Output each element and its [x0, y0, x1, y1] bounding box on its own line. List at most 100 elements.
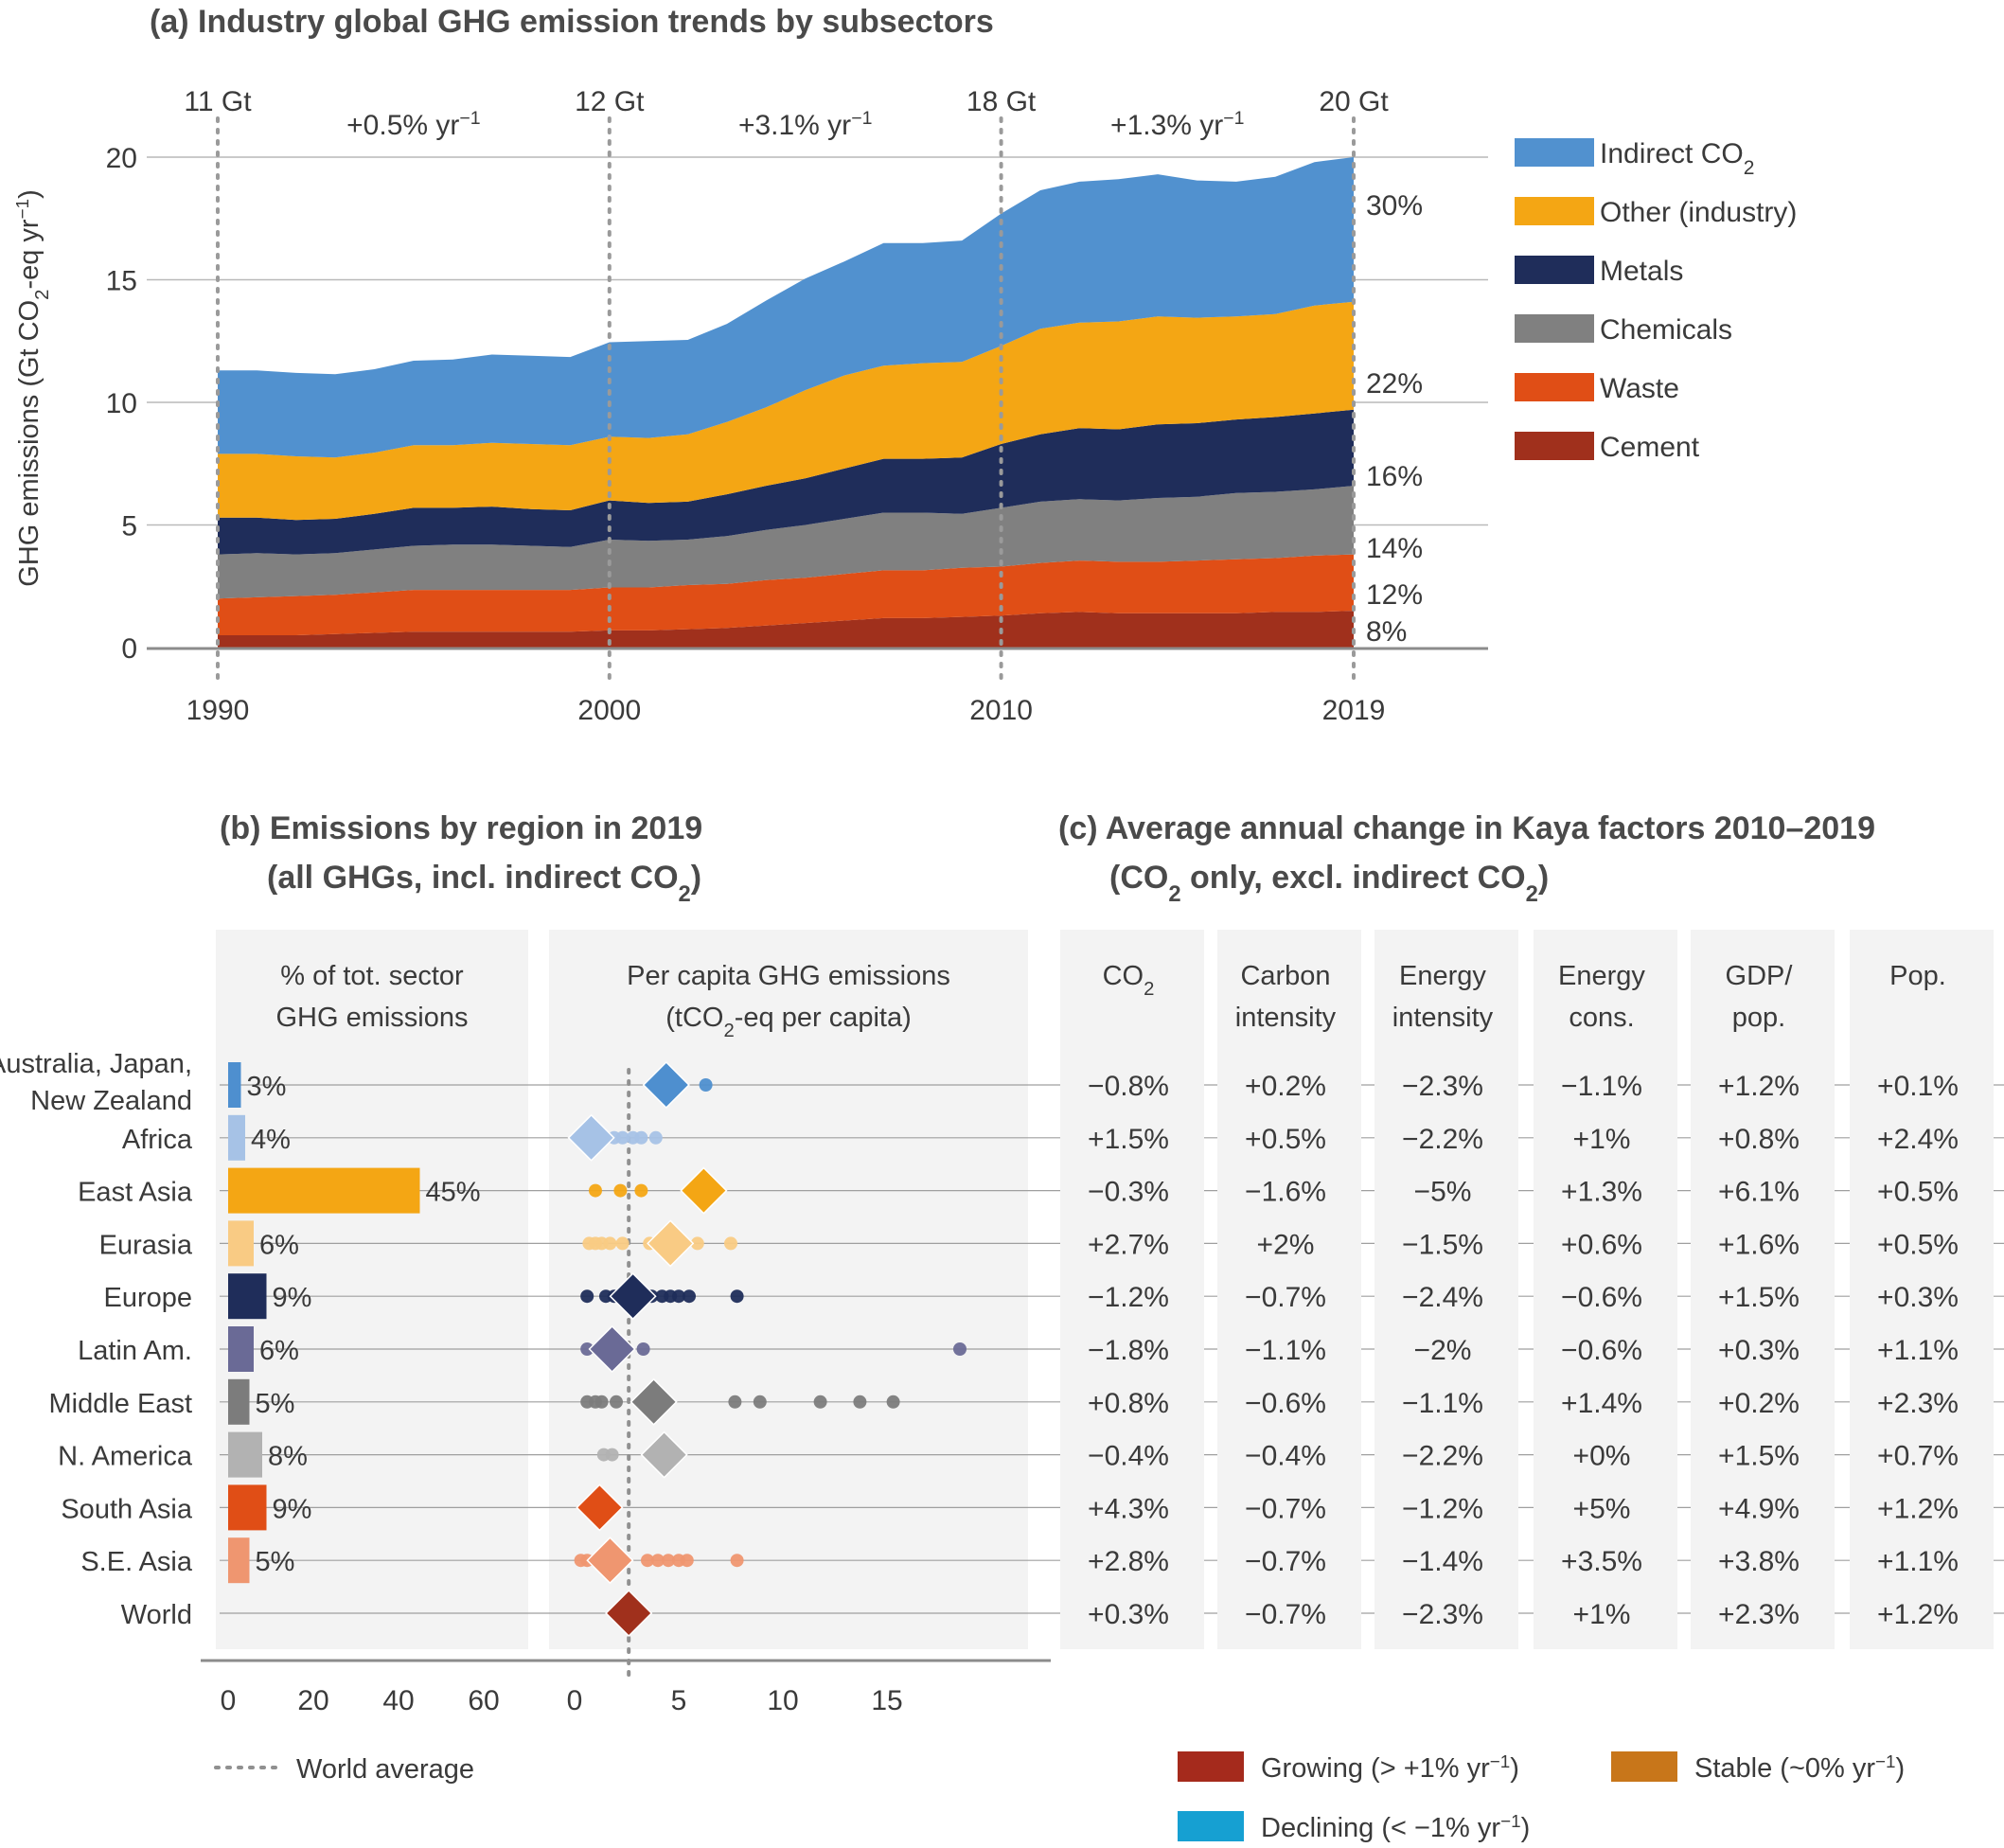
kaya-cell-value: +0%	[1573, 1441, 1631, 1472]
share-bar	[228, 1167, 420, 1214]
kaya-cell-value: −1.4%	[1402, 1546, 1483, 1577]
kaya-column-background	[1217, 930, 1361, 1649]
kaya-cell-value: −2.4%	[1402, 1282, 1483, 1313]
kaya-legend-label: Stable (~0% yr−1)	[1694, 1751, 1905, 1785]
country-point	[610, 1395, 623, 1409]
kaya-column-background	[1060, 930, 1204, 1649]
kaya-cell-value: +0.5%	[1245, 1124, 1326, 1155]
kaya-cell-value: +1.1%	[1877, 1546, 1959, 1577]
kaya-cell-value: −2.3%	[1402, 1599, 1483, 1630]
country-point	[730, 1289, 744, 1304]
kaya-column-background	[1374, 930, 1518, 1649]
kaya-column-header: intensity	[1392, 1003, 1494, 1033]
kaya-cell-value: +0.8%	[1718, 1124, 1800, 1155]
share-value-label: 9%	[273, 1494, 312, 1524]
country-point	[730, 1554, 744, 1568]
share-label: 16%	[1366, 461, 1423, 492]
legend-label: Metals	[1600, 256, 1683, 287]
kaya-cell-value: +1.6%	[1718, 1229, 1800, 1260]
kaya-column-header: CO2	[1103, 961, 1155, 1000]
share-bar	[228, 1114, 245, 1161]
country-point	[886, 1395, 900, 1409]
kaya-cell-value: +1.2%	[1718, 1071, 1800, 1102]
kaya-cell-value: +1.4%	[1561, 1388, 1642, 1419]
kaya-cell-value: −1.1%	[1245, 1335, 1326, 1366]
share-bar	[228, 1326, 254, 1372]
x-tick-label: 2019	[1322, 695, 1386, 726]
legend-label: Other (industry)	[1600, 197, 1797, 228]
country-point	[641, 1554, 654, 1568]
region-label: Eurasia	[99, 1230, 193, 1260]
legend-label: Waste	[1600, 373, 1679, 404]
regional-mean-diamond	[630, 1377, 678, 1426]
kaya-cell-value: −0.7%	[1245, 1599, 1326, 1630]
region-label: Africa	[122, 1125, 193, 1155]
kaya-cell-value: −0.7%	[1245, 1282, 1326, 1313]
world-average-legend-label: World average	[296, 1754, 474, 1785]
share-value-label: 9%	[273, 1283, 312, 1313]
regional-mean-diamond	[605, 1589, 653, 1638]
kaya-cell-value: −1.5%	[1402, 1229, 1483, 1260]
share-value-label: 6%	[259, 1230, 299, 1260]
kaya-column-background	[1534, 930, 1677, 1649]
period-growth-label: +1.3% yr−1	[1110, 108, 1244, 141]
area-series-chemicals	[218, 486, 1354, 599]
kaya-column-header: Pop.	[1889, 961, 1946, 991]
legend-label: Chemicals	[1600, 314, 1732, 346]
kaya-column-header: Energy	[1399, 961, 1486, 991]
country-point	[648, 1130, 663, 1145]
kaya-cell-value: −0.6%	[1561, 1282, 1642, 1313]
country-point	[728, 1395, 742, 1409]
share-x-tick-label: 60	[468, 1685, 499, 1716]
share-label: 22%	[1366, 368, 1423, 400]
kaya-column-header: intensity	[1235, 1003, 1337, 1033]
y-axis-label: GHG emissions (Gt CO2-eq yr−1)	[12, 189, 54, 587]
x-tick-label: 2000	[577, 695, 641, 726]
country-point	[953, 1342, 967, 1356]
share-x-tick-label: 0	[221, 1685, 237, 1716]
country-point	[672, 1289, 685, 1304]
country-point	[753, 1395, 767, 1409]
share-x-tick-label: 40	[382, 1685, 414, 1716]
kaya-cell-value: −1.6%	[1245, 1177, 1326, 1208]
y-tick-label: 20	[106, 143, 137, 174]
legend-swatch	[1515, 432, 1594, 460]
panel-c-title: (c) Average annual change in Kaya factor…	[1058, 810, 1875, 846]
x-tick-label: 1990	[186, 695, 250, 726]
country-point	[634, 1130, 648, 1145]
country-point	[605, 1448, 619, 1462]
legend-swatch	[1515, 197, 1594, 225]
share-value-label: 4%	[251, 1125, 291, 1155]
kaya-cell-value: −1.8%	[1088, 1335, 1169, 1366]
kaya-cell-value: +2.8%	[1088, 1546, 1169, 1577]
kaya-column-header: Energy	[1558, 961, 1645, 991]
country-point	[580, 1342, 594, 1356]
regional-mean-diamond	[680, 1166, 728, 1215]
kaya-cell-value: +0.5%	[1877, 1229, 1959, 1260]
kaya-cell-value: +2%	[1257, 1229, 1315, 1260]
share-x-tick-label: 20	[297, 1685, 328, 1716]
kaya-cell-value: −0.7%	[1245, 1546, 1326, 1577]
kaya-column-background	[1850, 930, 1994, 1649]
region-label: Australia, Japan,	[0, 1049, 192, 1079]
area-series-cement	[218, 611, 1354, 648]
y-tick-label: 10	[106, 388, 137, 419]
region-label: Latin Am.	[78, 1336, 192, 1366]
kaya-cell-value: +4.9%	[1718, 1493, 1800, 1524]
kaya-cell-value: −1.1%	[1402, 1388, 1483, 1419]
percapita-column-header: Per capita GHG emissions	[627, 961, 950, 991]
region-label: S.E. Asia	[80, 1547, 193, 1577]
kaya-cell-value: +0.2%	[1718, 1388, 1800, 1419]
regional-mean-diamond	[588, 1324, 636, 1374]
kaya-cell-value: −5%	[1414, 1177, 1472, 1208]
share-bar	[228, 1378, 250, 1425]
region-label: South Asia	[61, 1494, 193, 1524]
kaya-cell-value: +0.3%	[1088, 1599, 1169, 1630]
kaya-cell-value: +0.3%	[1718, 1335, 1800, 1366]
kaya-column-background	[1691, 930, 1835, 1649]
kaya-cell-value: +0.1%	[1877, 1071, 1959, 1102]
percapita-x-tick-label: 10	[767, 1685, 798, 1716]
country-point	[690, 1236, 704, 1251]
kaya-legend-swatch	[1611, 1751, 1677, 1782]
